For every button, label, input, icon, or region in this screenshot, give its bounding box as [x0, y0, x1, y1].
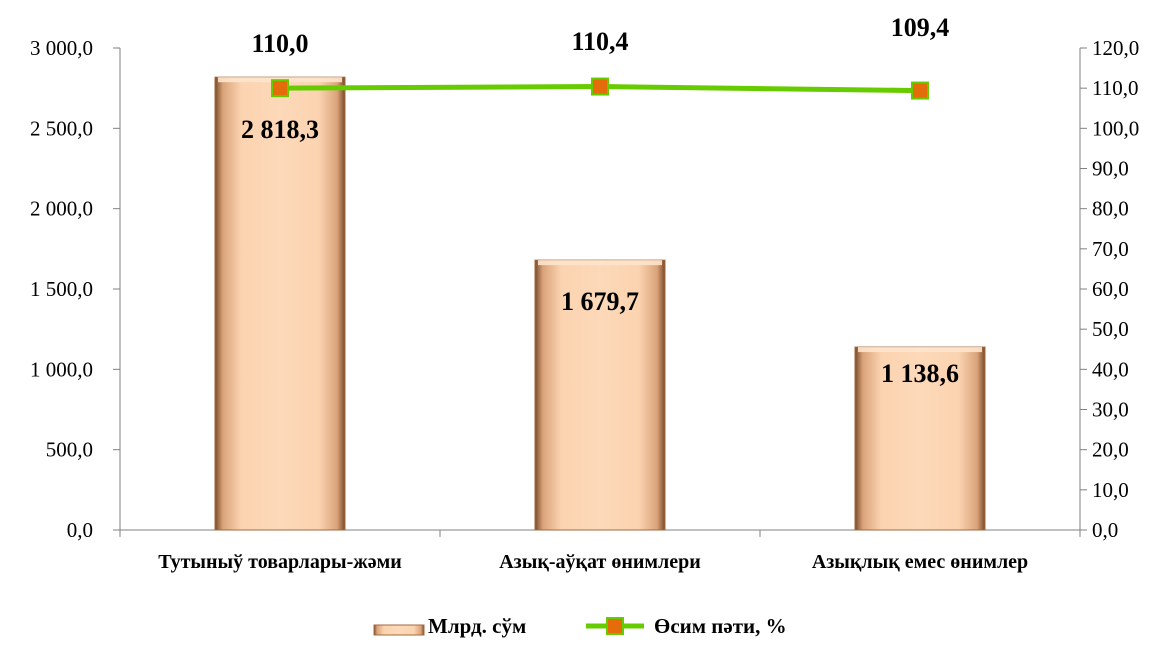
- right-tick-label: 90,0: [1092, 157, 1129, 181]
- left-tick-label: 1 500,0: [30, 277, 93, 301]
- bar-data-label: 1 138,6: [881, 359, 959, 388]
- left-tick-label: 1 000,0: [30, 357, 93, 381]
- right-tick-label: 20,0: [1092, 438, 1129, 462]
- bar-bevel: [538, 260, 662, 266]
- left-tick-label: 2 000,0: [30, 197, 93, 221]
- legend-swatch-marker: [606, 617, 624, 635]
- bar-series: [214, 76, 986, 531]
- legend-label-line: Өсим пәти, %: [654, 614, 787, 638]
- right-tick-label: 50,0: [1092, 317, 1129, 341]
- right-tick-label: 120,0: [1092, 36, 1139, 60]
- x-tick-label: Азықлық емес өнимлер: [812, 551, 1028, 573]
- axes: 0,0 500,0 1 000,0 1 500,0 2 000,0 2 500,0 3 00…: [30, 36, 1139, 573]
- data-labels: 2 818,3 1 679,7 1 138,6 110,0 110,4 109,4: [241, 13, 959, 388]
- right-tick-label: 10,0: [1092, 478, 1129, 502]
- legend-label-bar: Млрд. сўм: [428, 614, 526, 638]
- line-marker: [591, 77, 609, 96]
- left-tick-label: 2 500,0: [30, 116, 93, 140]
- bar: [214, 76, 346, 531]
- line-series: [271, 77, 929, 100]
- bar: [534, 259, 666, 531]
- bar-bevel: [858, 347, 982, 353]
- bar: [854, 346, 986, 531]
- right-tick-label: 80,0: [1092, 197, 1129, 221]
- bar-data-label: 2 818,3: [241, 115, 319, 144]
- right-tick-label: 110,0: [1092, 76, 1138, 100]
- right-tick-label: 30,0: [1092, 398, 1129, 422]
- line-data-label: 110,4: [571, 27, 628, 56]
- right-tick-label: 0,0: [1092, 518, 1118, 542]
- right-tick-label: 70,0: [1092, 237, 1129, 261]
- left-tick-label: 3 000,0: [30, 36, 93, 60]
- x-tick-label: Тутыныў товарлары-жәми: [158, 551, 402, 573]
- x-tick-label: Азық-аўқат өнимлери: [499, 551, 701, 573]
- left-tick-label: 0,0: [67, 518, 93, 542]
- line-marker: [271, 79, 289, 98]
- line-marker: [911, 81, 929, 100]
- right-tick-label: 100,0: [1092, 116, 1139, 140]
- left-tick-label: 500,0: [46, 438, 93, 462]
- legend: Млрд. сўм Өсим пәти, %: [373, 614, 787, 638]
- legend-swatch-bar: [373, 624, 425, 636]
- bar-data-label: 1 679,7: [561, 287, 639, 316]
- line-data-label: 109,4: [891, 13, 950, 42]
- right-tick-label: 60,0: [1092, 277, 1129, 301]
- right-tick-label: 40,0: [1092, 357, 1129, 381]
- line-data-label: 110,0: [251, 29, 308, 58]
